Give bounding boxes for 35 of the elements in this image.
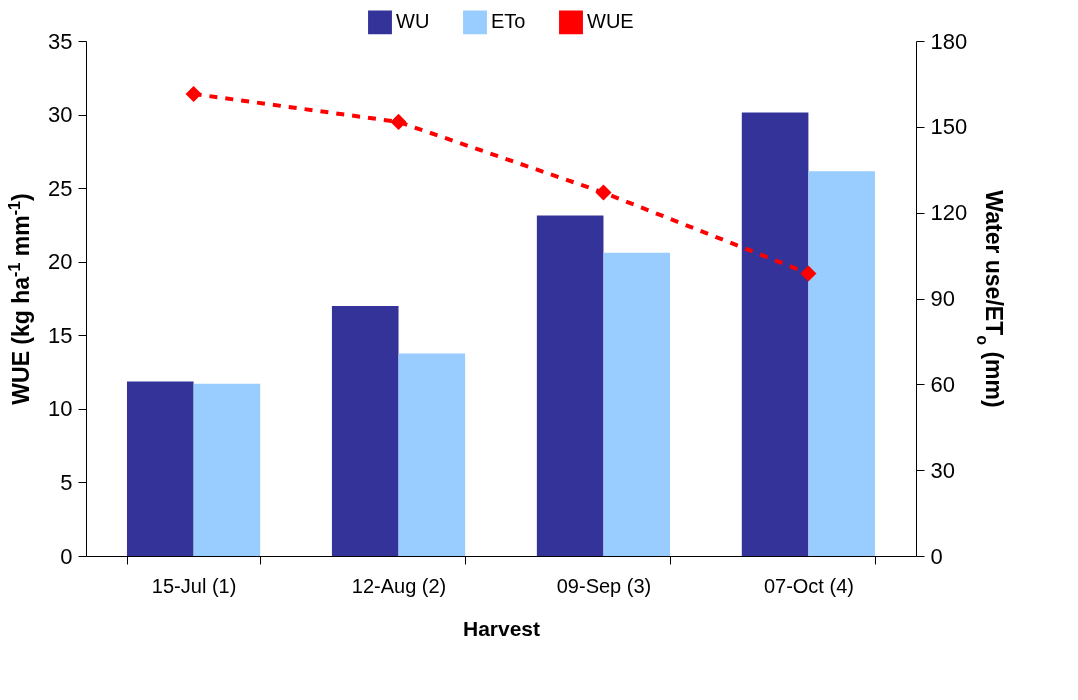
y-tick-label: 10 <box>48 396 73 422</box>
y-tick-label: 30 <box>48 102 73 128</box>
bar <box>126 381 194 556</box>
bar <box>193 383 261 556</box>
y-tick-label: 5 <box>60 469 73 495</box>
bar <box>603 252 671 556</box>
y2-tick-label: 180 <box>930 28 968 54</box>
bar <box>398 353 466 556</box>
y2-tick-label: 0 <box>930 543 943 569</box>
y2-tick-label: 150 <box>930 114 968 140</box>
bar <box>331 305 399 556</box>
x-tick-label: 07-Oct (4) <box>763 574 854 597</box>
y2-tick-label: 60 <box>930 371 955 397</box>
y2-tick-label: 90 <box>930 286 955 311</box>
x-axis-title: Harvest <box>462 616 541 640</box>
bar <box>536 215 604 556</box>
x-tick-label: 15-Jul (1) <box>151 574 237 597</box>
legend-label: WUE <box>587 10 634 33</box>
y-tick-label: 25 <box>48 175 73 201</box>
y-tick-label: 0 <box>60 543 73 569</box>
legend-label: ETo <box>491 10 526 33</box>
y2-tick-label: 120 <box>930 200 968 226</box>
point <box>185 85 202 103</box>
y2-tick-label: 30 <box>930 457 955 483</box>
y-tick-label: 20 <box>48 249 73 275</box>
point <box>390 113 407 130</box>
legend-label: WU <box>396 10 430 33</box>
y-tick-label: 15 <box>48 322 73 348</box>
point <box>595 184 612 201</box>
x-tick-label: 12-Aug (2) <box>351 574 447 597</box>
bar <box>808 171 876 556</box>
bar <box>741 112 809 556</box>
y-tick-label: 35 <box>48 28 73 54</box>
x-tick-label: 09-Sep (3) <box>556 574 652 597</box>
point <box>800 265 817 282</box>
